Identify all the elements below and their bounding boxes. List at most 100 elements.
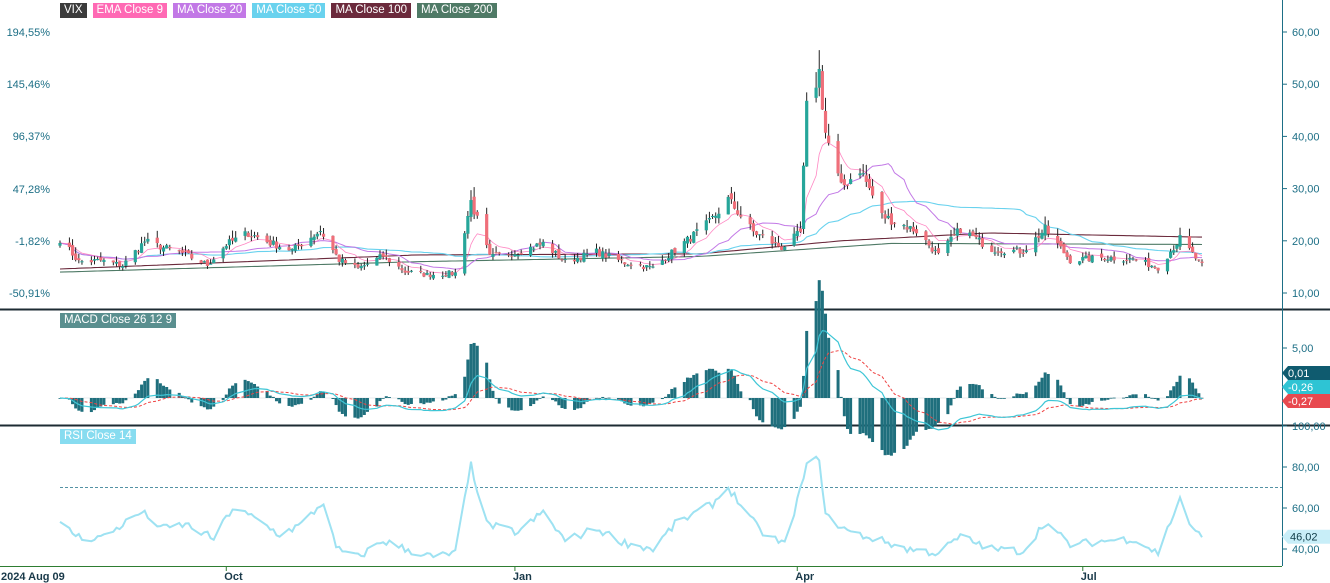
candle-body	[1143, 260, 1148, 262]
candle-body	[268, 239, 272, 246]
macd-histogram-bar	[99, 398, 103, 407]
macd-histogram-bar	[1200, 397, 1204, 399]
macd-histogram-bar	[406, 398, 410, 405]
candle-body	[180, 250, 184, 253]
macd-histogram-bar	[1043, 372, 1047, 398]
signal-last-value-bg	[1282, 394, 1330, 408]
candle-body	[670, 249, 674, 260]
candle-body	[889, 213, 894, 225]
candle-body	[463, 233, 467, 274]
candle-body	[902, 224, 906, 227]
candle-body	[849, 179, 853, 184]
candle-body	[183, 250, 188, 252]
macd-histogram-bar	[1040, 377, 1044, 398]
percent-tick-label: 96,37%	[13, 131, 51, 143]
legend-tag: EMA Close 9	[92, 3, 168, 18]
candle-body	[212, 259, 216, 264]
macd-histogram-bar	[1046, 373, 1050, 398]
macd-histogram-bar	[1169, 390, 1173, 398]
macd-histogram-bar	[89, 398, 93, 413]
macd-histogram-bar	[1087, 398, 1091, 405]
macd-histogram-bar	[450, 395, 454, 398]
candle-body	[1121, 261, 1126, 263]
macd-histogram-bar	[190, 398, 194, 403]
macd-histogram-bar	[930, 398, 934, 429]
macd-histogram-bar	[1090, 398, 1094, 402]
candle-body	[447, 270, 451, 278]
candle-body	[271, 240, 275, 245]
macd-histogram-bar	[507, 398, 511, 408]
macd-histogram-bar	[946, 398, 950, 415]
macd-histogram-bar	[733, 375, 737, 398]
macd-pane	[58, 280, 1204, 456]
candle-body	[563, 259, 567, 261]
candle-body	[977, 237, 981, 240]
candle-body	[1087, 255, 1091, 262]
macd-line	[59, 330, 1203, 431]
macd-histogram-bar	[758, 398, 762, 421]
macd-histogram-bar	[497, 398, 501, 404]
candle-body	[1169, 251, 1173, 258]
macd-hist-last-value-bg	[1282, 366, 1330, 380]
macd-histogram-bar	[300, 398, 304, 404]
candle-body	[485, 214, 489, 246]
candle-body	[707, 218, 712, 220]
macd-histogram-bar	[968, 384, 972, 398]
candle-body	[353, 262, 357, 265]
candle-body	[190, 253, 194, 259]
candle-body	[1175, 244, 1179, 249]
macd-histogram-bar	[1109, 397, 1113, 399]
macd-histogram-bar	[494, 398, 498, 399]
macd-histogram-bar	[227, 388, 231, 398]
candle-body	[444, 275, 448, 277]
candle-body	[80, 261, 84, 263]
candle-body	[692, 231, 696, 243]
macd-histogram-bar	[1153, 398, 1157, 399]
macd-histogram-bar	[400, 398, 404, 402]
candle-body	[1078, 261, 1082, 265]
macd-histogram-bar	[403, 398, 407, 405]
candle-body	[770, 236, 774, 244]
candle-body	[949, 236, 953, 242]
macd-histogram-bar	[1100, 398, 1104, 401]
candle-body	[689, 238, 693, 242]
macd-histogram-bar	[155, 379, 159, 398]
macd-histogram-bar	[993, 396, 997, 398]
ma20-line	[59, 163, 1203, 270]
macd-histogram-bar	[315, 393, 319, 398]
macd-histogram-bar	[80, 398, 84, 412]
macd-histogram-bar	[598, 398, 602, 399]
macd-histogram-bar	[711, 368, 715, 398]
macd-histogram-bar	[318, 391, 322, 398]
macd-histogram-bar	[827, 337, 831, 398]
macd-histogram-bar	[1034, 385, 1038, 398]
macd-histogram-bar	[1002, 398, 1006, 399]
macd-histogram-bar	[673, 387, 677, 398]
candles	[58, 50, 1204, 280]
candle-body	[1084, 255, 1088, 259]
macd-histogram-bar	[842, 398, 846, 417]
candle-body	[704, 220, 708, 231]
candle-body	[469, 200, 473, 217]
candle-body	[362, 265, 366, 267]
macd-histogram-bar	[880, 398, 884, 451]
macd-histogram-bar	[736, 383, 740, 398]
candle-body	[645, 265, 649, 268]
candle-body	[155, 237, 159, 244]
macd-histogram-bar	[1056, 379, 1060, 398]
candle-body	[993, 252, 997, 254]
macd-histogram-bar	[274, 398, 278, 402]
candle-body	[736, 210, 740, 215]
macd-histogram-bar	[1178, 375, 1182, 398]
candle-body	[89, 260, 93, 263]
macd-histogram-bar	[114, 398, 118, 403]
macd-histogram-bar	[96, 398, 100, 409]
macd-histogram-bar	[551, 398, 555, 401]
candle-body	[136, 251, 141, 253]
macd-histogram-bar	[902, 398, 906, 449]
candle-body	[1194, 252, 1198, 259]
macd-histogram-bar	[378, 398, 382, 402]
candle-body	[648, 266, 652, 268]
macd-histogram-bar	[1015, 393, 1019, 398]
macd-histogram-bar	[1187, 378, 1191, 398]
